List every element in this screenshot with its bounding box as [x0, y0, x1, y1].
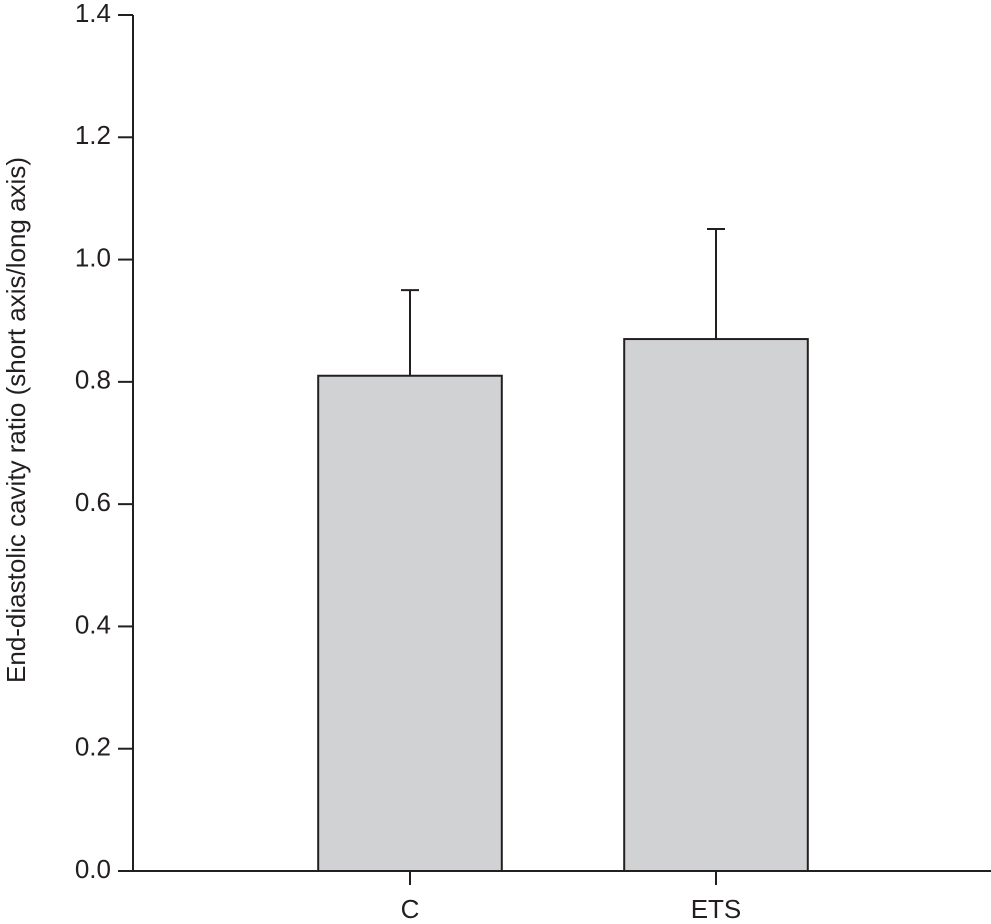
y-tick-label: 0.0: [75, 854, 111, 884]
y-tick-label: 1.4: [75, 0, 111, 28]
y-tick-label: 0.8: [75, 365, 111, 395]
y-tick-label: 1.2: [75, 120, 111, 150]
bar: [623, 338, 809, 872]
y-axis-title: End-diastolic cavity ratio (short axis/l…: [1, 157, 31, 683]
bar: [317, 374, 503, 872]
x-tick-label: ETS: [691, 894, 742, 924]
y-tick-label: 0.4: [75, 609, 111, 639]
y-tick-label: 1.0: [75, 242, 111, 272]
y-tick-label: 0.2: [75, 732, 111, 762]
y-tick-label: 0.6: [75, 487, 111, 517]
x-tick-label: C: [401, 894, 420, 924]
